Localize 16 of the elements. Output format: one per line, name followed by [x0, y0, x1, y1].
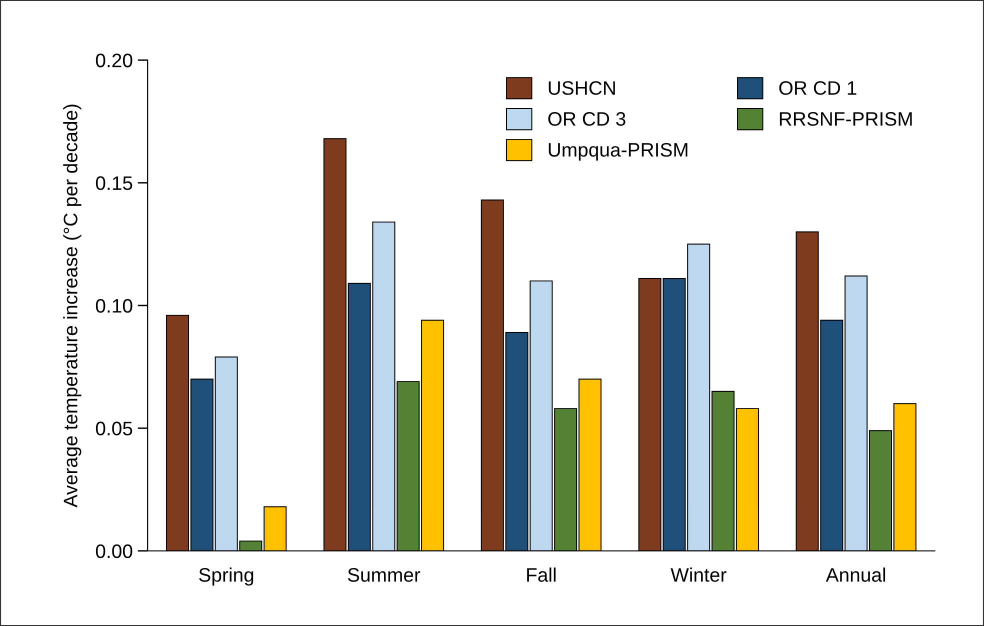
- legend-label: USHCN: [548, 81, 615, 95]
- x-tick-label: Fall: [527, 568, 556, 582]
- y-tick-label: 0.05: [96, 422, 132, 436]
- y-tick-label: 0.00: [96, 544, 132, 558]
- y-tick-label: 0.10: [96, 298, 132, 313]
- x-tick-label: Summer: [348, 568, 420, 582]
- y-axis-title: Average temperature increase (°C per decade): [63, 104, 82, 508]
- x-tick-label: Winter: [670, 568, 726, 582]
- x-tick-label: Spring: [199, 568, 254, 586]
- legend-label: RRSNF-PRISM: [780, 112, 912, 126]
- legend-label: Umpqua-PRISM: [548, 142, 688, 161]
- y-tick-label: 0.20: [96, 54, 132, 68]
- x-tick-label: Annual: [826, 568, 886, 582]
- y-tick-label: 0.15: [96, 176, 132, 190]
- legend-label: OR CD 1: [779, 81, 856, 95]
- legend-label: OR CD 3: [548, 112, 626, 126]
